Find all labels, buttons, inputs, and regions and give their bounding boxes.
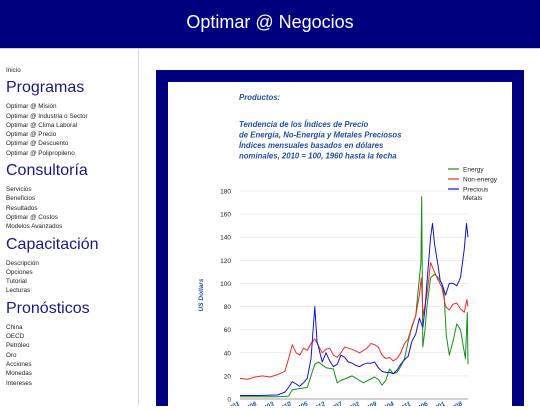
- y-tick-label: 60: [224, 327, 232, 334]
- sidebar-link[interactable]: Optimar @ Costos: [6, 213, 58, 221]
- sidebar-link[interactable]: Optimar @ Industria o Sector: [6, 112, 88, 120]
- sidebar-link[interactable]: Descripción: [6, 259, 39, 267]
- sidebar-section-title: Pronósticos: [6, 299, 90, 317]
- sidebar-link[interactable]: Modelos Avanzados: [6, 223, 63, 231]
- header-divider: [0, 48, 540, 49]
- chart-heading: Productos:: [239, 93, 281, 102]
- y-tick-label: 20: [224, 373, 232, 380]
- chart-legend: Energy Non-energy Precious Metals: [448, 167, 498, 203]
- chart-series-lines: [239, 196, 469, 398]
- chart-frame: Productos: Tendencia de los Índices de P…: [156, 70, 524, 411]
- sidebar-link[interactable]: Resultados: [6, 204, 38, 212]
- chart-title-line: Índices mensuales basados en dólares: [239, 141, 384, 150]
- chart-title-line: nominales, 2010 = 100, 1960 hasta la fec…: [239, 152, 397, 161]
- legend-label: Precious Metals: [463, 187, 489, 203]
- sidebar-link[interactable]: Oro: [6, 351, 17, 359]
- sidebar-link[interactable]: Optimar @ Clima Laboral: [6, 121, 78, 129]
- y-tick-label: 160: [220, 212, 231, 219]
- sidebar-nav: Inicio Programas Optimar @ Misión Optimar …: [0, 49, 139, 405]
- y-tick-label: 140: [220, 235, 231, 242]
- sidebar-link[interactable]: Petróleo: [6, 342, 30, 350]
- chart-panel: Productos: Tendencia de los Índices de P…: [168, 82, 512, 411]
- sidebar-link[interactable]: OECD: [6, 333, 25, 341]
- sidebar-link[interactable]: Beneficios: [6, 195, 36, 203]
- sidebar-link[interactable]: Opciones: [6, 268, 33, 276]
- legend-label: Non-energy: [463, 177, 498, 184]
- sidebar-section-title: Capacitación: [6, 235, 99, 253]
- main-content: Productos: Tendencia de los Índices de P…: [139, 49, 540, 411]
- chart-title-line: Tendencia de los Índices de Precio: [239, 120, 369, 129]
- y-tick-label: 80: [224, 304, 232, 311]
- chart-axes: 0204060801001201401601801960M011964M0819…: [198, 189, 468, 411]
- sidebar-link[interactable]: Optimar @ Precio: [6, 131, 57, 139]
- site-title: Optimar @ Negocios: [186, 12, 354, 32]
- legend-label: Energy: [463, 167, 484, 174]
- y-tick-label: 40: [224, 350, 232, 357]
- y-tick-label: 180: [220, 189, 231, 196]
- nav-link-inicio[interactable]: Inicio: [6, 67, 21, 74]
- sidebar-link[interactable]: Lecturas: [6, 287, 31, 295]
- price-index-chart: Productos: Tendencia de los Índices de P…: [198, 93, 498, 411]
- chart-title-line: de Energía, No-Energía y Metales Precios…: [239, 131, 402, 140]
- sidebar-link[interactable]: Optimar @ Descuento: [6, 140, 69, 148]
- chart-title: Tendencia de los Índices de Precio de Ene…: [239, 120, 402, 161]
- sidebar-link[interactable]: China: [6, 323, 23, 331]
- y-tick-label: 100: [220, 281, 231, 288]
- sidebar-link[interactable]: Optimar @ Polipropileno: [6, 149, 75, 157]
- sidebar-link[interactable]: Monedas: [6, 370, 32, 378]
- series-line-energy: [240, 196, 469, 398]
- y-tick-label: 120: [220, 258, 231, 265]
- y-axis-label: US Dollars: [198, 278, 205, 311]
- sidebar-section-title: Consultoría: [6, 162, 88, 180]
- sidebar-link[interactable]: Optimar @ Misión: [6, 103, 57, 111]
- series-line-precious-metals: [240, 222, 469, 396]
- site-header: Optimar @ Negocios: [0, 0, 540, 48]
- sidebar-link[interactable]: Intereses: [6, 379, 32, 387]
- sidebar-link[interactable]: Servicios: [6, 186, 32, 194]
- sidebar-link[interactable]: Tutorial: [6, 278, 27, 286]
- sidebar-section-title: Programas: [6, 79, 85, 97]
- y-tick-label: 0: [227, 397, 231, 404]
- sidebar-link[interactable]: Acciones: [6, 360, 32, 368]
- series-line-non-energy: [239, 262, 469, 380]
